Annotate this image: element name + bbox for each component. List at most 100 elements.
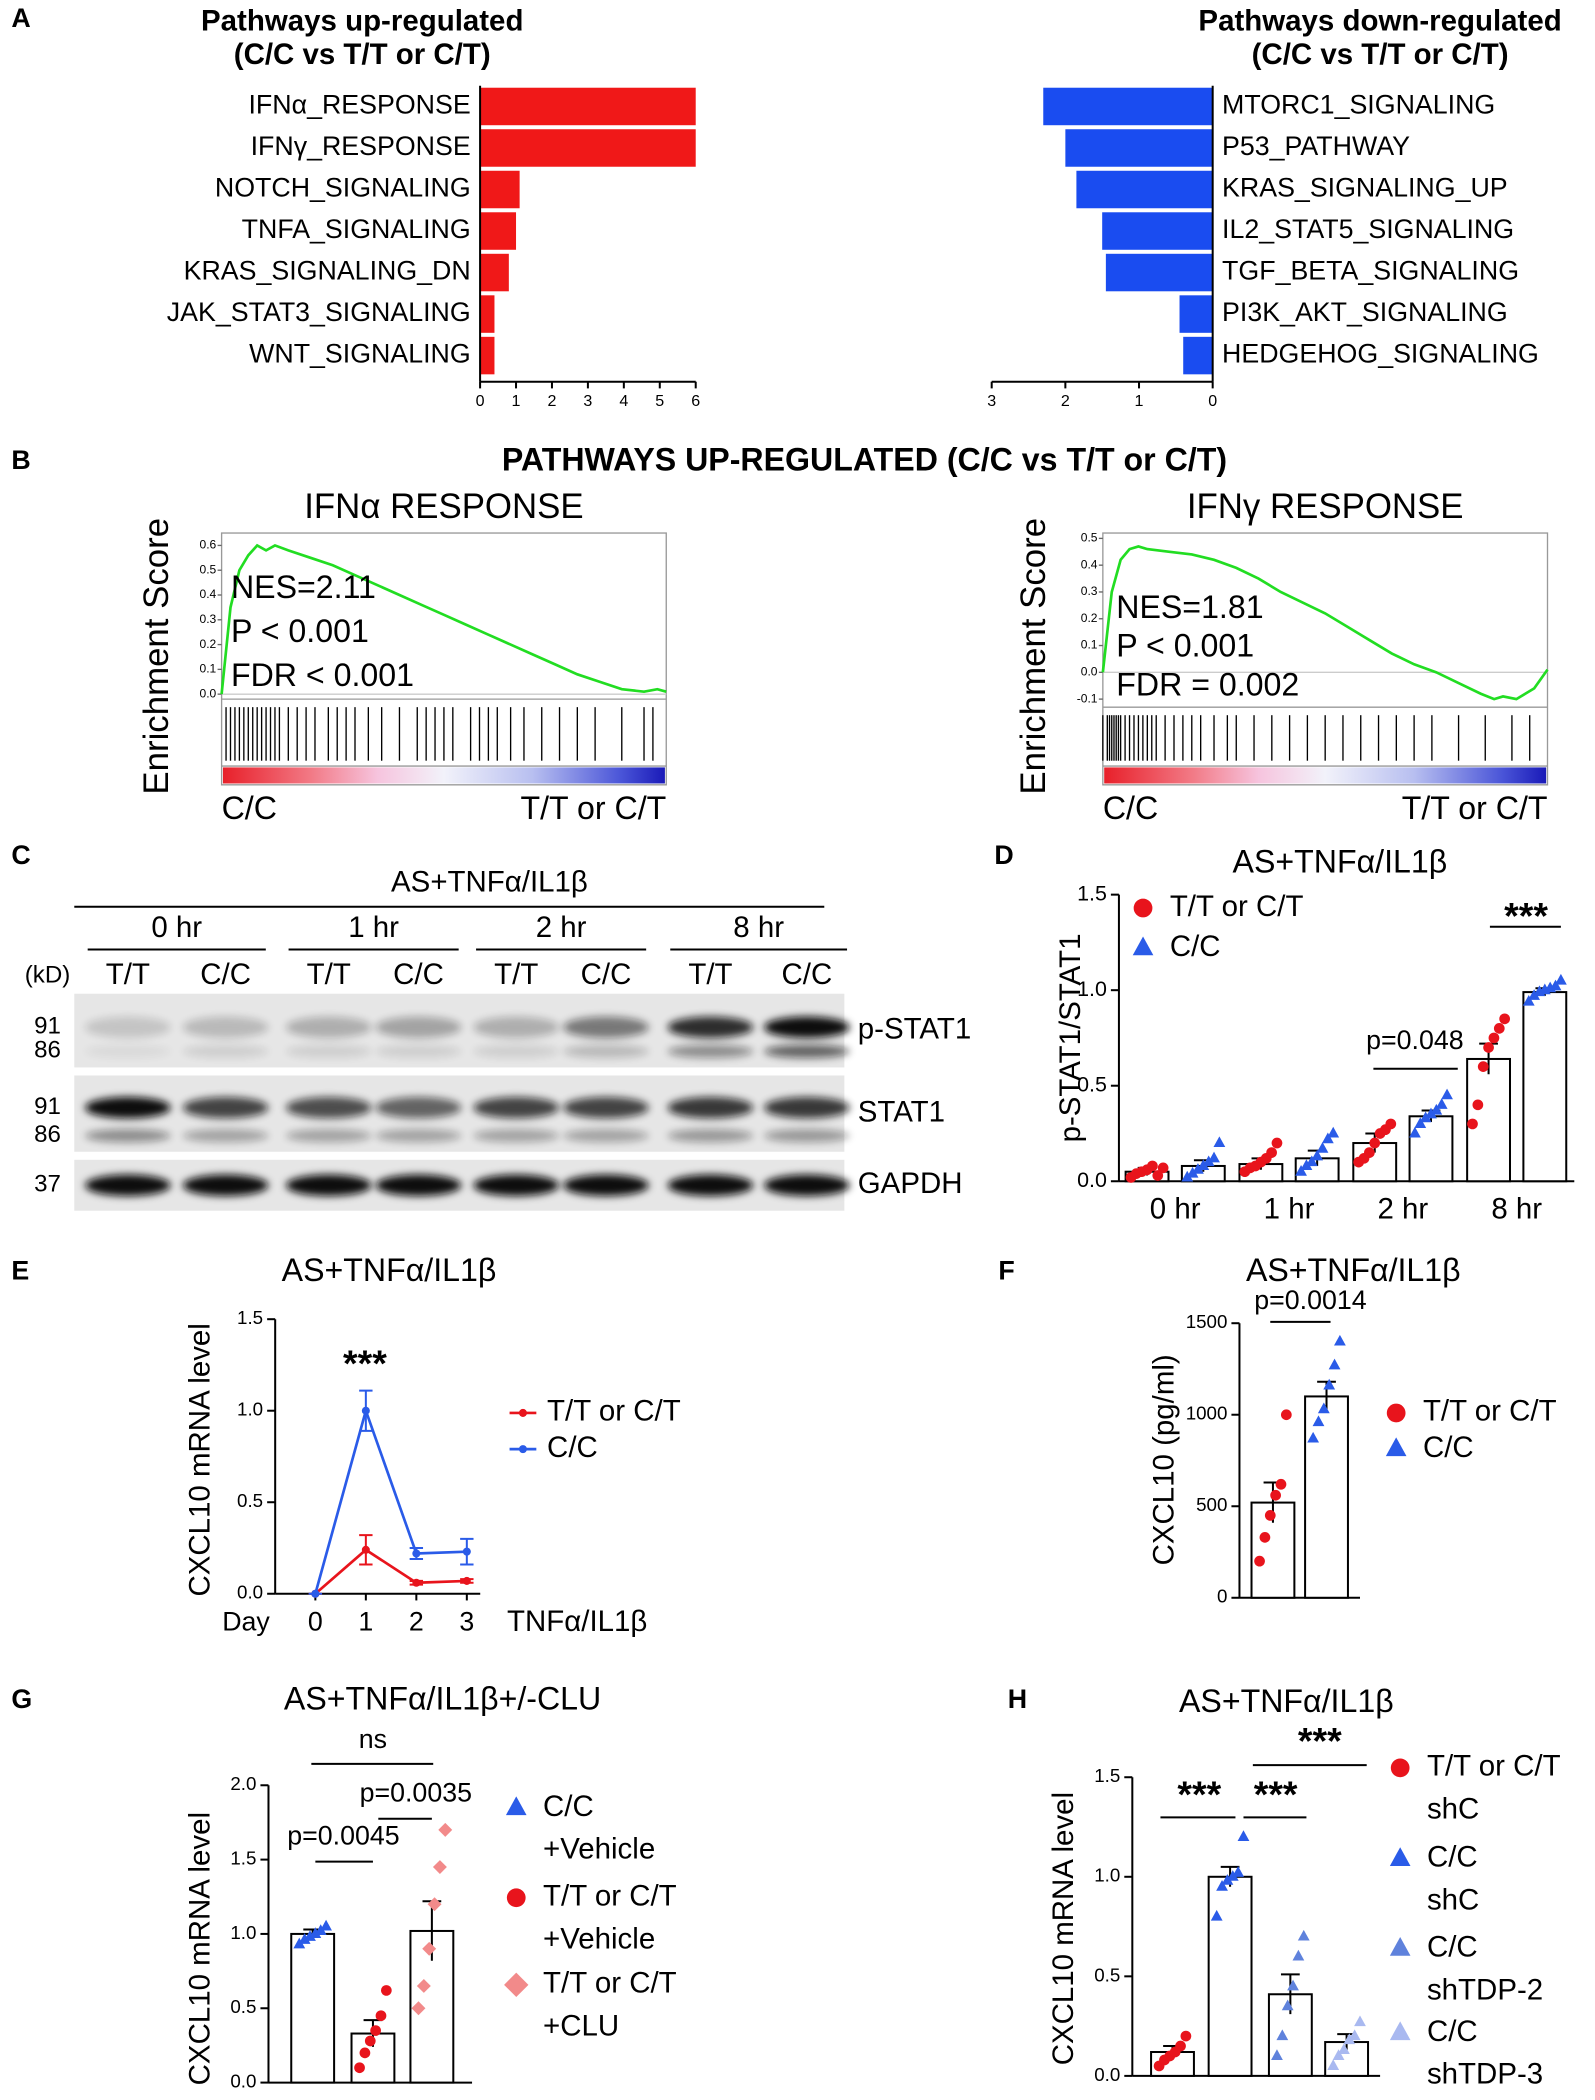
annotation: FDR = 0.002 — [1116, 667, 1299, 703]
x-tick-label: 6 — [691, 392, 700, 410]
data-point — [1237, 1830, 1250, 1841]
kd-label: 91 — [34, 1013, 61, 1040]
lane-label: C/C — [782, 958, 833, 991]
rank-colorbar — [1104, 767, 1547, 784]
blot-band — [764, 1129, 850, 1143]
y-tick-label: 0.4 — [200, 587, 217, 601]
y-tick-label: 0.2 — [200, 637, 217, 651]
y-tick-label: 0.5 — [200, 562, 217, 576]
data-point — [1152, 1170, 1164, 1181]
timepoint-label: 1 hr — [348, 911, 399, 944]
chart-title: IFNα RESPONSE — [304, 487, 583, 526]
annotation: NES=2.11 — [231, 569, 376, 605]
y-tick-label: 0.1 — [1081, 638, 1098, 652]
blot-band — [182, 1129, 269, 1143]
chart-title: AS+TNFα/IL1β — [1179, 1683, 1394, 1719]
y-tick-label: 1.5 — [1077, 881, 1107, 905]
data-point — [1186, 1166, 1199, 1178]
panel-label: B — [11, 445, 30, 475]
y-tick-label: 0.0 — [237, 1582, 263, 1603]
legend-label: T/T or C/T — [543, 1967, 677, 2000]
blot-band — [667, 1096, 754, 1119]
x-tick-label: 2 — [1061, 392, 1070, 410]
legend-marker — [1390, 1758, 1410, 1778]
blot-band — [764, 1174, 850, 1196]
bar — [1105, 253, 1213, 292]
y-tick-label: 1.5 — [230, 1848, 256, 1869]
data-point — [1292, 1949, 1305, 1961]
bar — [1522, 991, 1568, 1183]
data-point — [1327, 2059, 1340, 2070]
data-point — [1430, 1103, 1443, 1115]
y-tick-label: 0.1 — [200, 662, 217, 676]
y-tick-label: 1.0 — [237, 1399, 263, 1420]
lane-label: T/T — [307, 958, 351, 991]
blot-band — [182, 1174, 269, 1196]
panel-label: C — [11, 840, 30, 870]
data-point — [1181, 1170, 1194, 1182]
data-point — [1271, 1137, 1283, 1149]
blot-band — [85, 1174, 171, 1196]
x-end-label: T/T or C/T — [1402, 790, 1548, 826]
y-tick-label: 1000 — [1186, 1403, 1228, 1424]
annotation: *** — [1504, 895, 1548, 937]
x-tick-label: 5 — [655, 392, 664, 410]
legend-marker — [1389, 1847, 1411, 1866]
legend-label: C/C — [1427, 2015, 1478, 2048]
legend-label: shTDP-2 — [1427, 1973, 1543, 2006]
blot-band — [667, 1174, 754, 1196]
y-tick-label: 1.0 — [1077, 977, 1107, 1001]
y-tick-label: 1.0 — [230, 1922, 256, 1943]
data-point — [416, 1978, 431, 1993]
data-point — [1180, 2030, 1192, 2042]
category-label: KRAS_SIGNALING_UP — [1222, 173, 1508, 203]
y-tick-label: 2.0 — [230, 1773, 256, 1794]
y-tick-label: 0.0 — [1077, 1168, 1107, 1192]
data-point — [1226, 1870, 1239, 1881]
y-axis-label: p-STAT1/STAT1 — [1054, 933, 1087, 1142]
data-point — [380, 1985, 392, 1996]
category-label: MTORC1_SIGNALING — [1222, 90, 1495, 120]
bar — [1304, 1395, 1349, 1599]
y-tick-label: 0.0 — [200, 686, 217, 700]
y-tick-label: -0.1 — [1077, 691, 1098, 705]
bar — [290, 1932, 336, 2084]
data-point — [1499, 1013, 1510, 1025]
data-point — [1208, 1151, 1220, 1163]
data-point — [1254, 1555, 1265, 1567]
data-point — [1259, 1532, 1271, 1543]
category-label: P53_PATHWAY — [1222, 131, 1410, 161]
data-point — [1477, 1061, 1489, 1072]
legend-label: C/C — [1423, 1431, 1474, 1464]
legend-label: T/T or C/T — [1170, 890, 1304, 923]
x-tick-label: 1 — [358, 1606, 373, 1636]
blot-band — [473, 1096, 560, 1119]
bar — [1102, 212, 1213, 250]
rank-colorbar — [222, 767, 665, 784]
legend-label: T/T or C/T — [1427, 1750, 1561, 1783]
y-tick-label: 1.5 — [1094, 1765, 1120, 1786]
data-point — [1328, 1358, 1341, 1370]
chart-title: AS+TNFα/IL1β — [1233, 843, 1448, 879]
line — [314, 1548, 467, 1595]
kd-label: 91 — [34, 1093, 61, 1120]
blot-band — [182, 1016, 269, 1038]
y-tick-label: 0.0 — [1094, 2064, 1120, 2085]
data-point — [1334, 1334, 1346, 1346]
data-point — [1354, 2015, 1366, 2027]
x-axis-prefix: Day — [222, 1606, 270, 1636]
data-point — [1419, 1111, 1432, 1123]
bar — [480, 253, 509, 292]
legend-marker — [1389, 1936, 1411, 1956]
bar — [1183, 336, 1213, 375]
annotation: *** — [1298, 1720, 1342, 1762]
data-point — [1192, 1163, 1204, 1174]
data-point — [1435, 1098, 1448, 1109]
blot-band — [285, 1044, 372, 1059]
data-point — [1555, 973, 1567, 985]
data-point — [1493, 1023, 1505, 1034]
legend-label: +CLU — [543, 2009, 619, 2042]
x-tick-label: 1 hr — [1264, 1192, 1315, 1225]
timepoint-label: 8 hr — [733, 911, 784, 944]
legend-label: shC — [1427, 1792, 1479, 1825]
